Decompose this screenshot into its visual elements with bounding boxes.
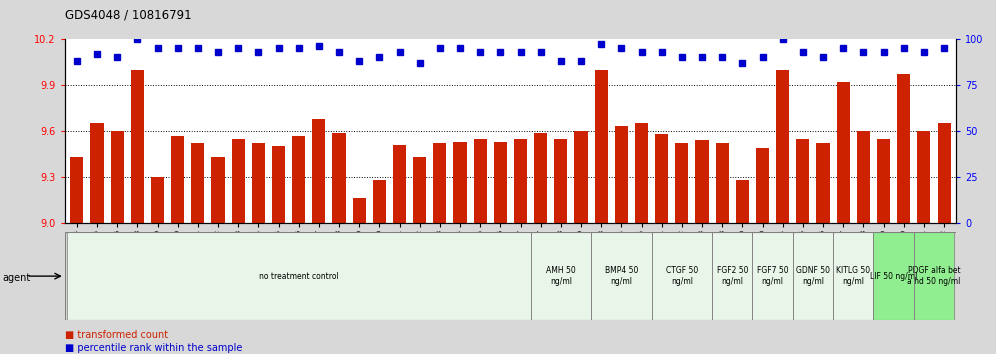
Bar <box>453 142 466 354</box>
Bar <box>534 132 547 354</box>
Bar <box>393 145 406 354</box>
Bar <box>151 177 164 354</box>
Bar <box>833 232 873 320</box>
Bar <box>651 232 712 320</box>
Text: agent: agent <box>2 273 30 283</box>
Bar <box>756 148 769 354</box>
Bar <box>716 143 729 354</box>
Bar <box>272 146 285 354</box>
Bar <box>877 139 890 354</box>
Bar <box>776 70 789 354</box>
Text: AMH 50
ng/ml: AMH 50 ng/ml <box>546 267 576 286</box>
Bar <box>494 142 507 354</box>
Bar <box>474 139 487 354</box>
Bar <box>130 70 143 354</box>
Bar <box>67 232 531 320</box>
Bar <box>433 143 446 354</box>
Bar <box>71 157 84 354</box>
Bar <box>635 123 648 354</box>
Bar <box>857 131 870 354</box>
Bar <box>171 136 184 354</box>
Bar <box>531 232 591 320</box>
Bar <box>695 140 708 354</box>
Bar <box>313 119 326 354</box>
Bar <box>675 143 688 354</box>
Bar <box>591 232 651 320</box>
Bar <box>211 157 224 354</box>
Text: GDS4048 / 10816791: GDS4048 / 10816791 <box>65 9 191 22</box>
Text: ■ transformed count: ■ transformed count <box>65 330 168 340</box>
Bar <box>736 180 749 354</box>
Bar <box>797 139 810 354</box>
Bar <box>913 232 954 320</box>
Text: LIF 50 ng/ml: LIF 50 ng/ml <box>870 272 917 281</box>
Bar <box>897 74 910 354</box>
Text: CTGF 50
ng/ml: CTGF 50 ng/ml <box>665 267 698 286</box>
Bar <box>333 132 346 354</box>
Bar <box>514 139 527 354</box>
Text: BMP4 50
ng/ml: BMP4 50 ng/ml <box>605 267 638 286</box>
Bar <box>575 131 588 354</box>
Bar <box>413 157 426 354</box>
Text: FGF7 50
ng/ml: FGF7 50 ng/ml <box>757 267 789 286</box>
Bar <box>353 199 366 354</box>
Bar <box>373 180 385 354</box>
Bar <box>793 232 833 320</box>
Bar <box>873 232 913 320</box>
Bar <box>837 82 850 354</box>
Bar <box>595 70 608 354</box>
Text: GDNF 50
ng/ml: GDNF 50 ng/ml <box>796 267 830 286</box>
Bar <box>292 136 305 354</box>
Text: FGF2 50
ng/ml: FGF2 50 ng/ml <box>716 267 748 286</box>
Text: PDGF alfa bet
a hd 50 ng/ml: PDGF alfa bet a hd 50 ng/ml <box>907 267 961 286</box>
Bar <box>917 131 930 354</box>
Bar <box>111 131 124 354</box>
Bar <box>615 126 627 354</box>
Bar <box>555 139 568 354</box>
Text: no treatment control: no treatment control <box>259 272 339 281</box>
Bar <box>712 232 752 320</box>
Bar <box>91 123 104 354</box>
Bar <box>252 143 265 354</box>
Bar <box>937 123 950 354</box>
Bar <box>752 232 793 320</box>
Text: KITLG 50
ng/ml: KITLG 50 ng/ml <box>837 267 871 286</box>
Bar <box>655 134 668 354</box>
Text: ■ percentile rank within the sample: ■ percentile rank within the sample <box>65 343 242 353</box>
Bar <box>191 143 204 354</box>
Bar <box>817 143 830 354</box>
Bar <box>232 139 245 354</box>
